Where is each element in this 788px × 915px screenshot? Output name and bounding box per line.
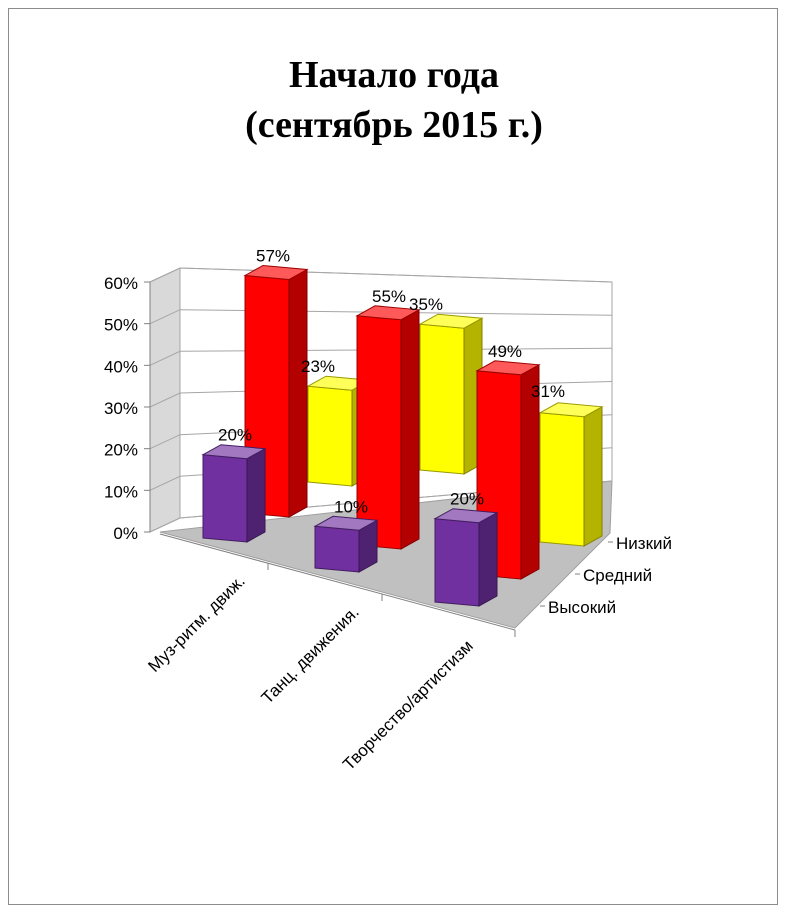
bar-2-1-side [288, 268, 308, 518]
data-label: 35% [409, 295, 443, 314]
x-tick-label: Муз-ритм. движ. [144, 571, 248, 675]
y-tick-label: 0% [113, 524, 138, 543]
data-label: 31% [531, 382, 565, 401]
chart-title-line-1: Начало года [288, 54, 500, 96]
bar-1-1-front [307, 385, 353, 487]
y-tick-label: 40% [104, 357, 138, 376]
bar-2-3-top [475, 360, 541, 376]
gridline [149, 267, 613, 283]
bar-3-1-top [201, 444, 267, 460]
y-tick-label: 50% [104, 316, 138, 335]
data-label: 20% [450, 490, 484, 509]
bar-2-2-top [355, 305, 421, 321]
bar-1-3-front [539, 412, 585, 547]
chart-title-line-2: (сентябрь 2015 г.) [245, 104, 543, 146]
x-tick-label: Творчество/артистизм [339, 636, 477, 774]
data-label: 57% [256, 247, 290, 266]
x-axis-line [159, 533, 516, 631]
y-tick-label: 30% [104, 399, 138, 418]
bar-1-2-front [419, 323, 465, 475]
data-label: 49% [488, 342, 522, 361]
legend-label: Высокий [548, 598, 616, 617]
gridline [149, 309, 613, 325]
bar-1-3-top [538, 402, 604, 418]
bar-3-2-top [313, 515, 379, 531]
bar-3-2-front [314, 525, 360, 573]
data-label: 10% [334, 497, 368, 516]
legend-label: Средний [583, 566, 652, 585]
y-tick-label: 10% [104, 482, 138, 501]
y-tick-label: 20% [104, 441, 138, 460]
bar-2-2-side [400, 308, 420, 550]
y-tick-label: 60% [104, 274, 138, 293]
bar-1-2-top [418, 313, 484, 329]
bar-1-3-side [583, 405, 603, 547]
x-tick-label: Танц. движения. [258, 602, 363, 707]
data-label: 55% [372, 287, 406, 306]
bar-2-1-top [243, 264, 309, 281]
data-label: 23% [301, 357, 335, 376]
chart-title: Начало года (сентябрь 2015 г.) [0, 50, 788, 150]
legend-label: Низкий [616, 534, 672, 553]
bar-3-1-front [202, 454, 248, 543]
gridline [149, 480, 613, 533]
bar-3-3-top [433, 508, 499, 524]
bar-3-3-front [434, 518, 480, 607]
bar-3-1-side [246, 447, 266, 543]
data-label: 20% [218, 426, 252, 445]
bar-3-3-side [478, 511, 498, 607]
